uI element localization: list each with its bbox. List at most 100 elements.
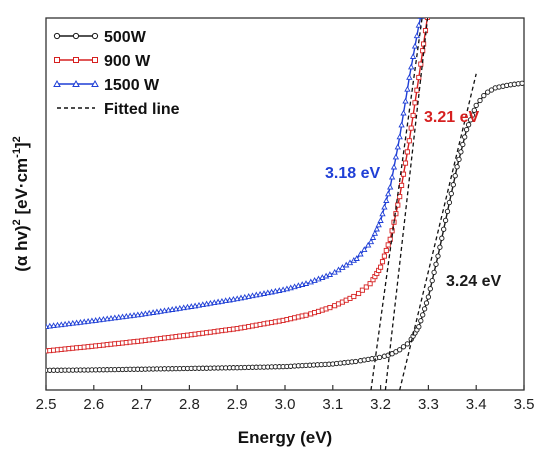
- data-point: [411, 42, 419, 49]
- data-point: [402, 160, 409, 166]
- data-point: [390, 163, 398, 170]
- fitted-line: [384, 18, 429, 390]
- data-point: [397, 347, 403, 353]
- data-point: [191, 302, 199, 309]
- data-point: [353, 358, 359, 365]
- x-tick-label: 3.1: [322, 396, 343, 413]
- data-point: [385, 190, 392, 197]
- data-point: [397, 194, 403, 200]
- data-point: [423, 300, 430, 306]
- data-point: [406, 73, 413, 80]
- data-point: [396, 133, 403, 140]
- data-point: [376, 354, 383, 361]
- data-point: [393, 211, 399, 217]
- data-point: [96, 316, 103, 323]
- data-point: [420, 48, 426, 54]
- data-point: [395, 202, 401, 208]
- x-axis: 2.5 2.6 2.7 2.8 2.9 3.0 3.1 3.2 3.3 3.4 3.5: [36, 385, 534, 413]
- data-point: [388, 173, 396, 180]
- y-axis-title: (α hv)2 [eV·cm-1]2: [11, 136, 31, 271]
- data-point: [88, 317, 96, 324]
- x-tick-label: 2.9: [227, 396, 248, 413]
- data-point: [416, 324, 422, 330]
- data-point: [473, 102, 479, 109]
- data-point: [379, 259, 386, 265]
- data-point: [353, 255, 360, 261]
- legend-label: 500W: [104, 29, 147, 46]
- data-point: [413, 32, 421, 39]
- data-point: [351, 293, 357, 300]
- data-point: [327, 305, 333, 311]
- data-point: [361, 246, 368, 253]
- data-point: [420, 5, 425, 9]
- series-layer: [46, 5, 524, 390]
- data-point: [481, 92, 487, 99]
- data-point: [77, 318, 84, 325]
- data-point: [435, 253, 441, 259]
- data-point: [381, 253, 387, 259]
- data-point: [54, 321, 61, 328]
- data-point: [404, 149, 410, 155]
- data-point: [465, 122, 472, 128]
- x-axis-title: Energy (eV): [238, 428, 332, 447]
- x-tick-label: 3.0: [275, 396, 296, 413]
- data-point: [420, 312, 426, 318]
- data-point: [454, 164, 460, 170]
- data-point: [111, 314, 118, 321]
- annotation-1500w-gap: 3.18 eV: [325, 165, 380, 182]
- data-point: [69, 319, 76, 326]
- data-point: [65, 320, 73, 327]
- data-point: [444, 208, 451, 215]
- data-point: [303, 312, 309, 318]
- data-point: [394, 143, 401, 150]
- legend-item-500w: 500W: [53, 29, 147, 46]
- data-point: [378, 264, 384, 270]
- annotation-500w-gap: 3.24 eV: [446, 273, 501, 290]
- data-point: [402, 97, 409, 104]
- data-point: [477, 97, 483, 104]
- data-point: [375, 221, 382, 228]
- data-point: [469, 112, 476, 118]
- legend-label: 1500 W: [104, 77, 160, 94]
- data-point: [421, 306, 428, 312]
- data-point: [272, 287, 279, 294]
- data-point: [302, 280, 310, 286]
- data-point: [433, 261, 439, 267]
- data-point: [365, 241, 372, 248]
- data-point: [410, 112, 416, 119]
- data-point: [400, 109, 407, 116]
- data-point: [367, 281, 373, 287]
- data-point: [73, 319, 80, 326]
- legend-item-900w: 900 W: [54, 53, 151, 70]
- data-point: [115, 313, 122, 320]
- legend-label: 900 W: [104, 53, 151, 70]
- data-point: [326, 271, 334, 277]
- legend: 500W 900 W 1500 W Fitted line: [53, 29, 180, 118]
- data-point: [398, 121, 405, 128]
- data-point: [399, 182, 405, 188]
- data-point: [363, 284, 369, 290]
- data-point: [412, 100, 418, 106]
- data-point: [84, 317, 92, 324]
- data-point: [58, 321, 65, 328]
- data-point: [161, 307, 168, 314]
- x-tick-label: 3.4: [466, 396, 487, 413]
- data-point: [448, 190, 454, 197]
- data-point: [415, 21, 422, 28]
- data-point: [471, 107, 477, 113]
- data-point: [406, 138, 412, 144]
- data-point: [431, 269, 437, 276]
- data-point: [359, 287, 365, 293]
- x-tick-label: 3.2: [370, 396, 391, 413]
- x-tick-label: 2.5: [36, 396, 57, 413]
- data-point: [383, 247, 389, 254]
- data-point: [467, 117, 474, 123]
- data-point: [404, 85, 411, 92]
- legend-item-1500w: 1500 W: [53, 77, 160, 94]
- x-tick-label: 2.8: [179, 396, 200, 413]
- data-point: [460, 141, 466, 148]
- data-point: [222, 297, 229, 304]
- data-point: [100, 315, 107, 322]
- data-point: [426, 9, 430, 13]
